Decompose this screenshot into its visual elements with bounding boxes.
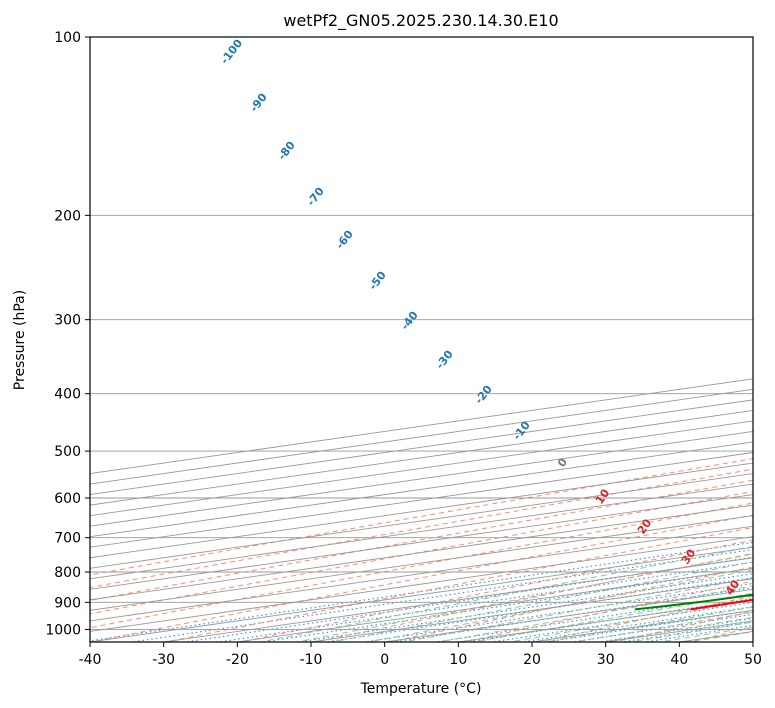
dry-adiabat-line: [90, 502, 753, 629]
x-tick-label: -20: [226, 652, 249, 668]
isotherm-line: [90, 473, 753, 569]
x-axis-ticks: -40 -30 -20 -10 0 10 20 30 40 50: [79, 642, 762, 668]
mixing-ratio-line: [432, 593, 753, 642]
isotherms: [90, 378, 753, 642]
chart-title: wetPf2_GN05.2025.230.14.30.E10: [283, 11, 558, 31]
plot-frame: [89, 36, 754, 643]
x-tick-label: 0: [380, 652, 389, 668]
isobars: [90, 37, 753, 630]
dry-adiabat-line: [90, 514, 753, 642]
y-tick-label: 800: [54, 565, 81, 581]
x-axis-label: Temperature (°C): [360, 681, 482, 697]
isotherm-line: [90, 452, 753, 548]
mixing-ratio-line: [90, 541, 753, 642]
y-axis-ticks: 100 200 300 400 500 600 700 800 900 1000: [45, 30, 90, 638]
moist-adiabat-line: [400, 577, 753, 642]
dry-adiabat-line: [90, 479, 753, 601]
isotherm-line: [90, 515, 753, 611]
isotherm-line: [90, 504, 753, 601]
dry-adiabat-line: [90, 491, 753, 615]
y-tick-label: 600: [54, 491, 81, 507]
mixing-ratio-line: [361, 582, 753, 642]
x-tick-label: -40: [79, 652, 102, 668]
y-tick-label: 1000: [45, 622, 81, 638]
x-tick-label: 10: [449, 652, 467, 668]
moist-adiabat-line: [293, 553, 753, 642]
isotherm-line: [90, 536, 753, 632]
isotherm-line: [90, 483, 753, 580]
x-tick-label: -10: [300, 652, 323, 668]
isotherm-line: [90, 494, 753, 590]
y-tick-label: 100: [54, 30, 81, 46]
x-tick-label: 20: [523, 652, 541, 668]
x-tick-label: 30: [597, 652, 615, 668]
y-tick-label: 900: [54, 595, 81, 611]
dry-adiabat-line: [90, 468, 753, 588]
x-tick-label: 50: [744, 652, 762, 668]
isotherm-line: [90, 462, 753, 559]
x-tick-label: -30: [152, 652, 175, 668]
y-tick-label: 200: [54, 208, 81, 224]
dry-adiabats: [90, 458, 753, 642]
x-tick-label: 40: [670, 652, 688, 668]
moist-adiabat-line: [257, 545, 753, 642]
y-tick-label: 700: [54, 531, 81, 547]
y-tick-label: 400: [54, 387, 81, 403]
y-tick-label: 300: [54, 313, 81, 329]
y-axis-label: Pressure (hPa): [12, 290, 28, 390]
isotherm-line: [90, 525, 753, 622]
y-tick-label: 500: [54, 444, 81, 460]
